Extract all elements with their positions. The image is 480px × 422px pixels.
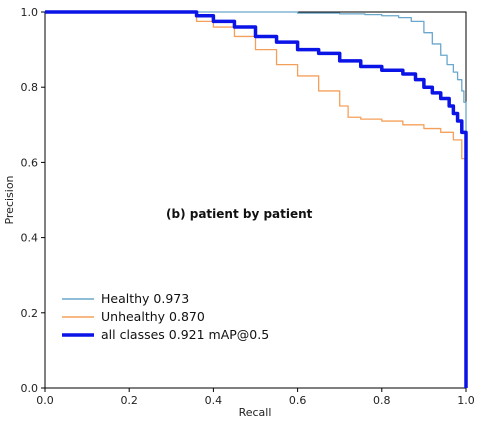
y-tick-label: 1.0 bbox=[21, 6, 39, 19]
plot-area bbox=[44, 11, 467, 389]
legend-label-healthy: Healthy 0.973 bbox=[101, 291, 189, 306]
x-tick-label: 0.6 bbox=[289, 394, 307, 407]
x-axis-label: Recall bbox=[239, 406, 272, 419]
y-axis-label: Precision bbox=[3, 175, 16, 224]
curve-healthy bbox=[45, 11, 467, 388]
chart-annotation: (b) patient by patient bbox=[166, 207, 313, 221]
x-tick-label: 1.0 bbox=[457, 394, 475, 407]
legend: Healthy 0.973 Unhealthy 0.870 all classe… bbox=[62, 291, 269, 342]
y-tick-label: 0.6 bbox=[21, 156, 39, 169]
legend-label-all-classes: all classes 0.921 mAP@0.5 bbox=[101, 327, 269, 342]
x-tick-label: 0.8 bbox=[373, 394, 391, 407]
y-tick-label: 0.2 bbox=[21, 307, 39, 320]
ticks-group: 0.0 0.2 0.4 0.6 0.8 1.0 0.0 0.2 0.4 0.6 0.8 1.0 bbox=[21, 6, 475, 407]
y-tick-label: 0.4 bbox=[21, 232, 39, 245]
curves-group bbox=[45, 10, 468, 388]
legend-label-unhealthy: Unhealthy 0.870 bbox=[101, 309, 205, 324]
x-tick-label: 0.0 bbox=[36, 394, 54, 407]
curve-all-classes bbox=[45, 10, 468, 388]
x-tick-label: 0.4 bbox=[205, 394, 223, 407]
x-tick-label: 0.2 bbox=[120, 394, 138, 407]
y-tick-label: 0.0 bbox=[21, 382, 39, 395]
y-tick-label: 0.8 bbox=[21, 81, 39, 94]
